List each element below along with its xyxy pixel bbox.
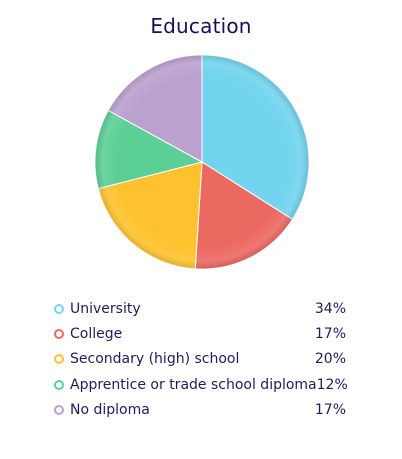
legend-marker-icon bbox=[54, 354, 64, 365]
legend-marker-icon bbox=[54, 328, 64, 339]
legend-item[interactable]: Apprentice or trade school diploma 12% bbox=[54, 372, 348, 397]
legend-value: 17% bbox=[314, 401, 346, 418]
pie-chart bbox=[94, 54, 310, 270]
legend-value: 34% bbox=[314, 300, 346, 317]
legend-label: Apprentice or trade school diploma bbox=[70, 376, 317, 393]
legend-item[interactable]: No diploma 17% bbox=[54, 397, 346, 422]
legend-marker-icon bbox=[54, 379, 64, 390]
legend-item[interactable]: Secondary (high) school 20% bbox=[54, 347, 346, 372]
legend-label: Secondary (high) school bbox=[70, 351, 240, 368]
legend-marker-icon bbox=[54, 303, 64, 314]
legend-item[interactable]: College 17% bbox=[54, 321, 346, 346]
legend: University 34% College 17% Secondary (high) … bbox=[54, 296, 348, 422]
legend-value: 20% bbox=[314, 351, 346, 368]
legend-label: No diploma bbox=[70, 401, 150, 418]
legend-label: College bbox=[70, 325, 123, 342]
legend-item[interactable]: University 34% bbox=[54, 296, 346, 321]
legend-label: University bbox=[70, 300, 141, 317]
legend-marker-icon bbox=[54, 404, 64, 415]
pie-slices bbox=[94, 54, 310, 270]
chart-title: Education bbox=[150, 14, 252, 38]
legend-value: 17% bbox=[314, 325, 346, 342]
legend-value: 12% bbox=[316, 376, 348, 393]
